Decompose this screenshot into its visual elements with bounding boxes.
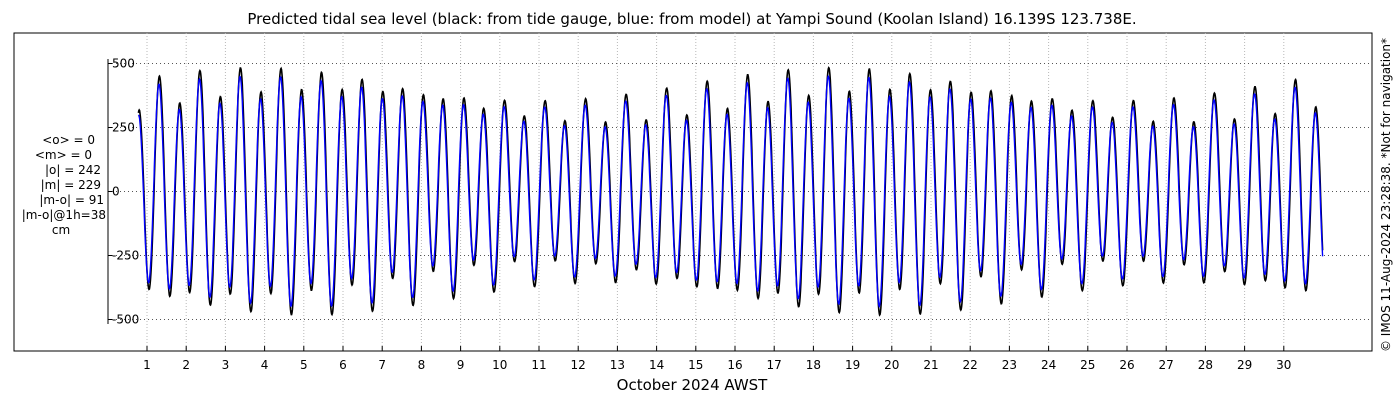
series-line-model — [137, 74, 1324, 309]
chart-title: Predicted tidal sea level (black: from t… — [247, 10, 1136, 28]
stat-line: |m-o| = 91 — [39, 193, 104, 207]
y-tick-label: 250 — [112, 121, 135, 135]
x-tick-label: 24 — [1041, 358, 1056, 372]
x-tick-label: 8 — [418, 358, 426, 372]
x-tick-label: 3 — [222, 358, 230, 372]
x-tick-label: 9 — [457, 358, 465, 372]
y-tick-labels: 500 250 0 -250 -500 — [112, 57, 139, 327]
copyright-watermark: © IMOS 11-Aug-2024 23:28:38. *Not for na… — [1379, 38, 1393, 352]
x-tick-label: 5 — [300, 358, 308, 372]
stat-line: <o> = 0 — [42, 133, 95, 147]
x-tick-label: 15 — [688, 358, 703, 372]
stat-line: cm — [52, 223, 70, 237]
x-tick-label: 10 — [492, 358, 507, 372]
x-tick-label: 4 — [261, 358, 269, 372]
x-tick-label: 18 — [806, 358, 821, 372]
x-tick-labels: 1 2 3 4 5 6 7 8 9 10 11 12 13 14 15 16 17 18 19 20 21 22 23 24 2… — [143, 358, 1291, 372]
x-tick-label: 12 — [571, 358, 586, 372]
x-tick-label: 28 — [1198, 358, 1213, 372]
x-tick-label: 21 — [923, 358, 938, 372]
axes — [107, 58, 1285, 351]
x-tick-label: 19 — [845, 358, 860, 372]
x-tick-label: 6 — [339, 358, 347, 372]
stat-line: <m> = 0 — [35, 148, 92, 162]
x-tick-label: 7 — [378, 358, 386, 372]
stat-line: |o| = 242 — [45, 163, 101, 177]
x-tick-label: 11 — [531, 358, 546, 372]
series — [137, 66, 1324, 317]
x-tick-label: 27 — [1159, 358, 1174, 372]
x-tick-label: 14 — [649, 358, 664, 372]
y-tick-label: 0 — [112, 185, 120, 199]
x-tick-label: 13 — [610, 358, 625, 372]
stat-line: |m-o|@1h=38 — [22, 208, 106, 222]
x-tick-label: 20 — [884, 358, 899, 372]
y-tick-label: -500 — [112, 313, 139, 327]
y-tick-label: 500 — [112, 57, 135, 71]
x-tick-label: 22 — [963, 358, 978, 372]
x-tick-label: 2 — [182, 358, 190, 372]
stat-line: |m| = 229 — [41, 178, 101, 192]
x-tick-label: 17 — [767, 358, 782, 372]
stats-block: <o> = 0<m> = 0|o| = 242|m| = 229|m-o| = … — [22, 133, 106, 237]
y-tick-label: -250 — [112, 249, 139, 263]
x-axis-label: October 2024 AWST — [617, 376, 769, 394]
x-tick-label: 25 — [1080, 358, 1095, 372]
x-tick-label: 26 — [1119, 358, 1134, 372]
x-tick-label: 1 — [143, 358, 151, 372]
x-tick-label: 23 — [1002, 358, 1017, 372]
x-tick-label: 30 — [1276, 358, 1291, 372]
x-tick-label: 29 — [1237, 358, 1252, 372]
x-tick-label: 16 — [727, 358, 742, 372]
